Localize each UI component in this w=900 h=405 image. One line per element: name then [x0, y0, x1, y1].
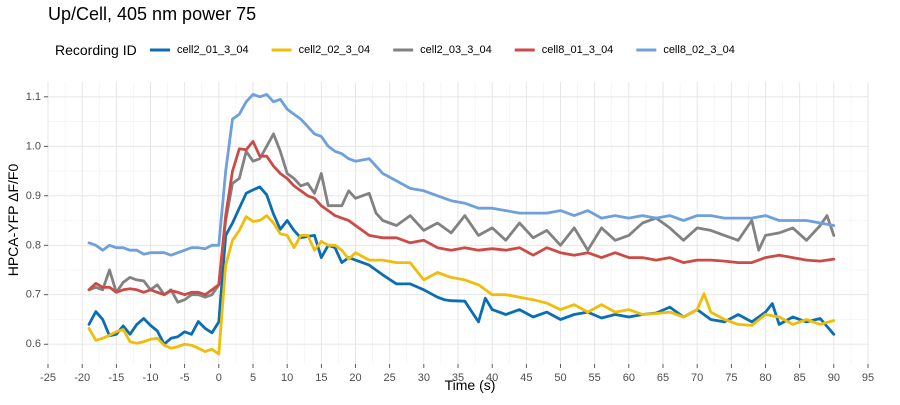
- x-axis: -25 -20 -15 -10 -5 0 5 10 15 20 25 30 35 40 45 50 55 60 65…: [40, 364, 874, 384]
- x-tick-label: -5: [180, 372, 190, 384]
- x-tick-label: -15: [108, 372, 124, 384]
- legend-label: cell8_02_3_04: [663, 44, 735, 56]
- series-line-cell2-03-3-04: [87, 132, 836, 304]
- legend: Recording ID cell2_01_3_04 cell2_02_3_04 c…: [55, 42, 735, 58]
- legend-title: Recording ID: [55, 42, 137, 58]
- series-line-cell2-02-3-04: [87, 214, 836, 356]
- x-tick-label: 5: [250, 372, 256, 384]
- x-tick-label: 80: [759, 372, 771, 384]
- x-tick-label: 45: [520, 372, 532, 384]
- x-tick-label: -10: [143, 372, 159, 384]
- legend-item: cell8_01_3_04: [514, 44, 614, 56]
- y-tick-label: 0.7: [26, 289, 41, 301]
- x-tick-label: 70: [691, 372, 703, 384]
- y-axis: 0.6 0.7 0.8 0.9 1.0 1.1: [26, 91, 48, 350]
- x-axis-label: Time (s): [445, 377, 496, 393]
- x-tick-label: 15: [315, 372, 327, 384]
- x-tick-label: 55: [589, 372, 601, 384]
- x-tick-label: 50: [554, 372, 566, 384]
- y-tick-label: 0.6: [26, 338, 41, 350]
- y-tick-label: 1.1: [26, 91, 41, 103]
- legend-label: cell2_01_3_04: [177, 44, 249, 56]
- grid-major: [47, 82, 869, 364]
- legend-label: cell8_01_3_04: [542, 44, 614, 56]
- x-tick-label: 0: [216, 372, 222, 384]
- y-tick-label: 0.9: [26, 190, 41, 202]
- x-tick-label: 95: [862, 372, 874, 384]
- x-tick-label: 60: [623, 372, 635, 384]
- x-tick-label: 10: [281, 372, 293, 384]
- x-tick-label: 25: [384, 372, 396, 384]
- x-tick-label: 75: [725, 372, 737, 384]
- chart-title: Up/Cell, 405 nm power 75: [48, 4, 256, 24]
- x-tick-label: 85: [794, 372, 806, 384]
- series-line-cell2-01-3-04: [87, 185, 836, 346]
- x-tick-label: 30: [418, 372, 430, 384]
- x-tick-label: 40: [486, 372, 498, 384]
- series-line-cell8-01-3-04: [87, 139, 836, 297]
- y-tick-label: 0.8: [26, 239, 41, 251]
- legend-item: cell8_02_3_04: [636, 44, 735, 56]
- x-tick-label: 65: [657, 372, 669, 384]
- legend-item: cell2_01_3_04: [150, 44, 249, 56]
- series-layer: [87, 93, 836, 356]
- x-tick-label: 90: [828, 372, 840, 384]
- x-tick-label: 35: [452, 372, 464, 384]
- x-tick-label: -25: [40, 372, 56, 384]
- legend-items: cell2_01_3_04 cell2_02_3_04 cell2_03_3_04 c…: [150, 44, 735, 56]
- legend-label: cell2_03_3_04: [420, 44, 492, 56]
- y-axis-label: HPCA-YFP ΔF/F0: [5, 164, 21, 277]
- y-tick-label: 1.0: [26, 140, 41, 152]
- legend-label: cell2_02_3_04: [299, 44, 371, 56]
- series-line-cell8-02-3-04: [87, 93, 836, 257]
- x-tick-label: 20: [349, 372, 361, 384]
- x-tick-label: -20: [74, 372, 90, 384]
- legend-item: cell2_02_3_04: [271, 44, 371, 56]
- legend-item: cell2_03_3_04: [393, 44, 492, 56]
